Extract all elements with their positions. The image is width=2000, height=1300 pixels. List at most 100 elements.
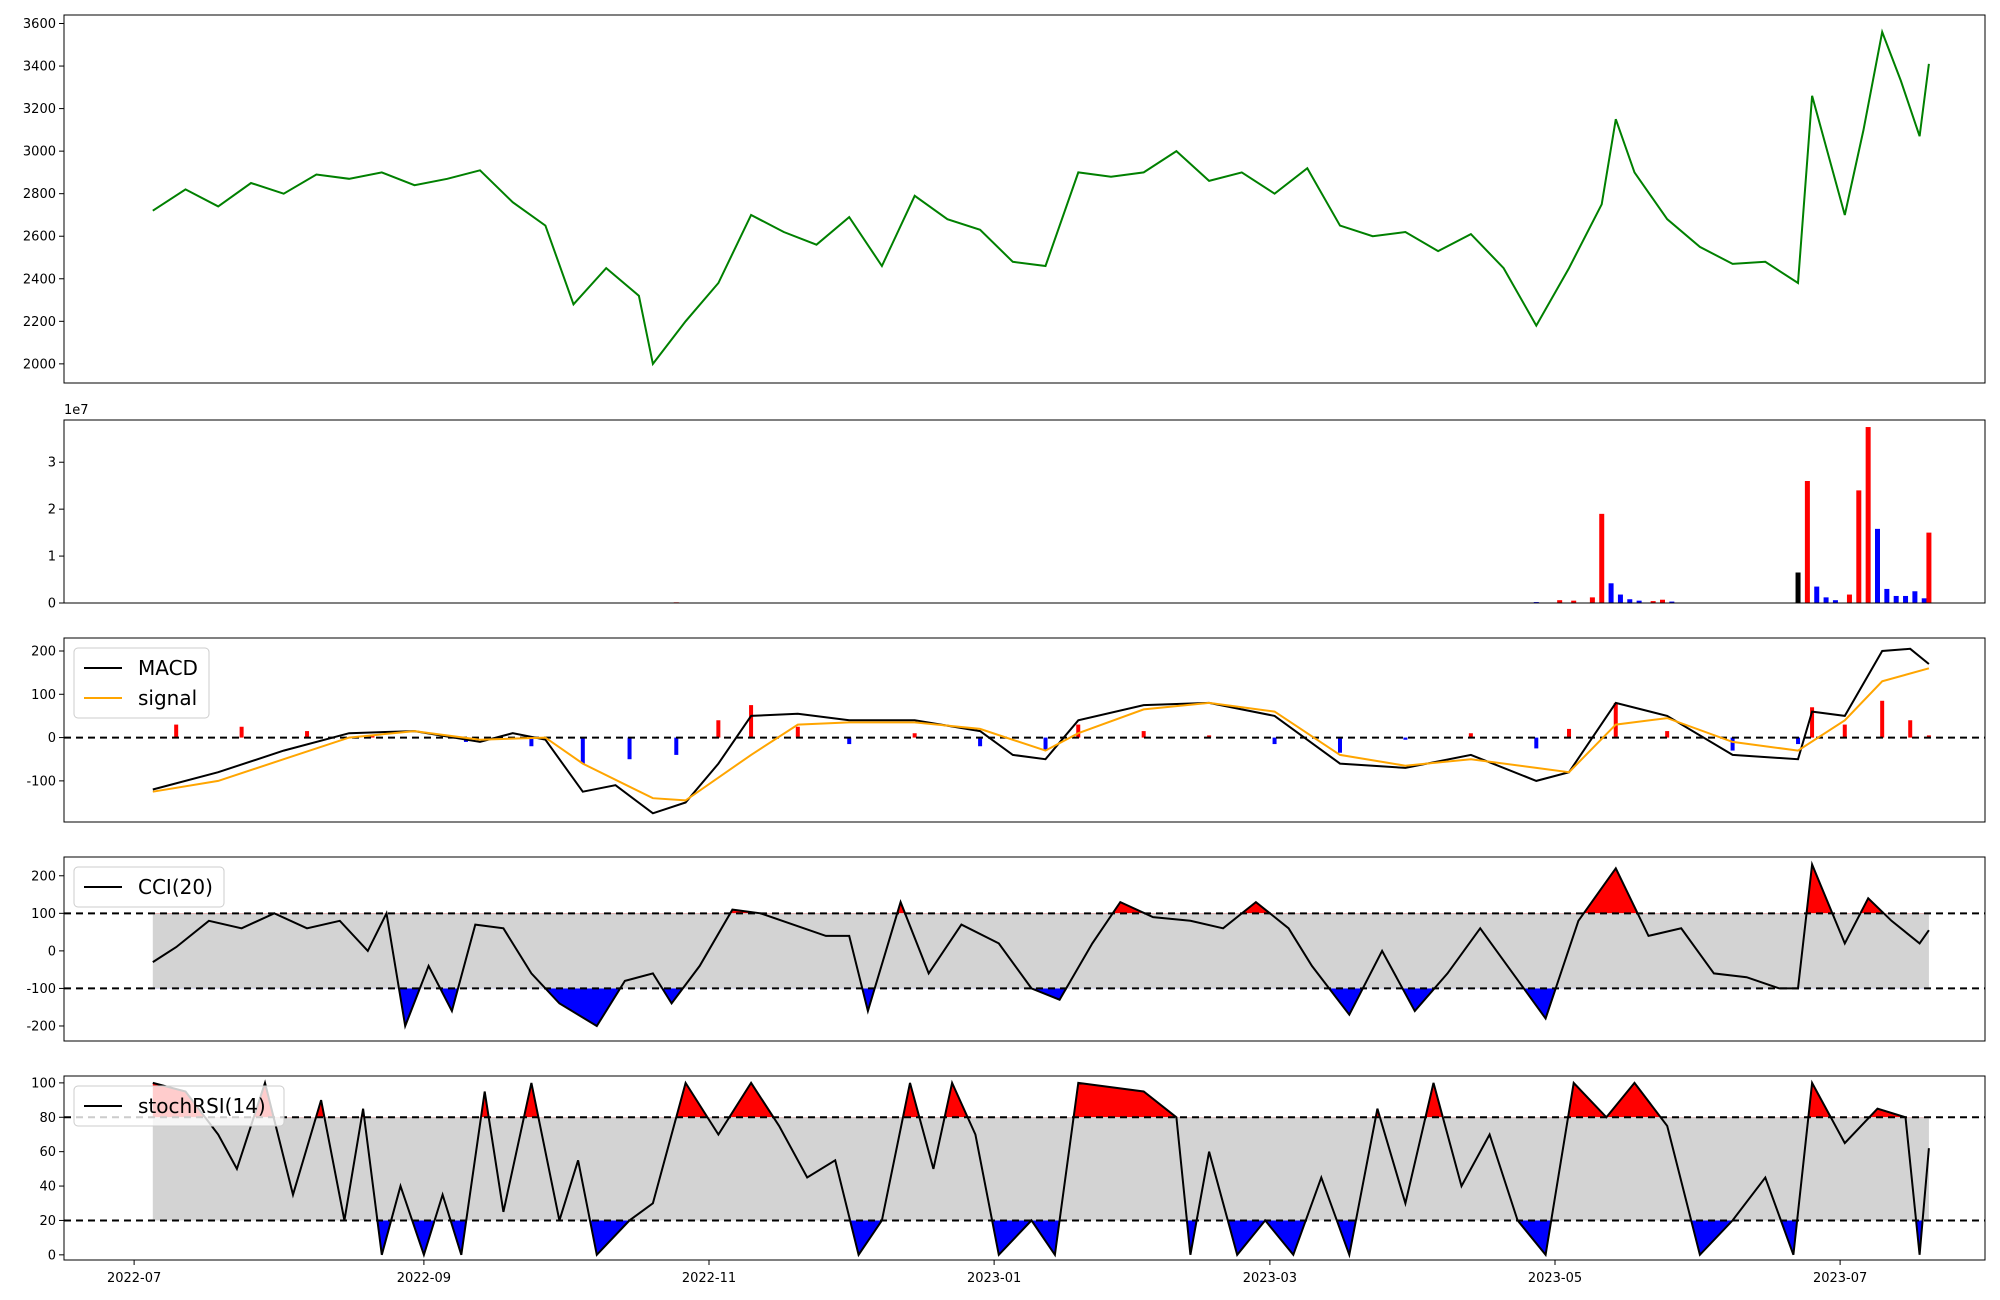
price-ytick-label: 3600 — [23, 17, 56, 32]
macd-series-signal — [152, 667, 1930, 802]
macd-histogram-bar — [1665, 731, 1670, 738]
macd-plot-area — [64, 647, 1985, 815]
stochrsi-frame — [63, 1075, 1986, 1261]
macd-histogram-bar — [795, 726, 800, 738]
cci-panel: -200 -100 0 100 200 CCI(20) — [26, 856, 1986, 1042]
macd-histogram-bar — [749, 705, 754, 738]
cci-ytick-label: 200 — [31, 869, 56, 884]
price-frame — [63, 14, 1986, 384]
stochrsi-oversold-area — [377, 1220, 1923, 1255]
macd-histogram-bar — [1730, 737, 1735, 751]
price-plot-area — [152, 28, 1930, 367]
macd-ytick-label: 100 — [31, 688, 56, 703]
price-ytick-label: 2400 — [23, 272, 56, 287]
macd-histogram-bar — [978, 737, 983, 747]
stochrsi-ytick-label: 60 — [39, 1145, 56, 1160]
volume-bar — [1627, 599, 1633, 603]
price-ytick-label: 3000 — [23, 145, 56, 160]
price-ytick-label: 3200 — [23, 102, 56, 117]
cci-plot-area — [64, 860, 1985, 1030]
stochrsi-ytick-label: 20 — [39, 1214, 56, 1229]
stochrsi-line — [152, 1079, 1930, 1259]
volume-bar — [1804, 481, 1810, 603]
price-ytick-label: 2600 — [23, 230, 56, 245]
macd-ytick-label: 200 — [31, 644, 56, 659]
volume-bar — [1608, 583, 1614, 603]
stochrsi-legend: stochRSI(14) — [73, 1085, 285, 1127]
volume-frame — [63, 419, 1986, 604]
volume-offset-label: 1e7 — [64, 403, 89, 418]
volume-bar — [1814, 586, 1820, 603]
stochrsi-ytick-label: 40 — [39, 1180, 56, 1195]
stochrsi-legend-box — [73, 1085, 285, 1127]
volume-bar — [1926, 532, 1932, 603]
xtick-label: 2022-07 — [107, 1271, 161, 1286]
volume-bar — [1903, 595, 1909, 603]
volume-bar — [1650, 601, 1656, 603]
xtick-label: 2023-03 — [1243, 1271, 1297, 1286]
cci-legend: CCI(20) — [73, 866, 225, 908]
macd-histogram-bar — [1534, 737, 1539, 749]
macd-series-macd — [152, 647, 1930, 815]
volume-bar — [1832, 600, 1838, 603]
macd-histogram-bar — [1908, 720, 1913, 738]
volume-plot-area — [627, 427, 1932, 603]
macd-histogram-bar — [305, 731, 310, 738]
volume-bar — [1669, 601, 1675, 603]
macd-ytick-label: 0 — [48, 731, 56, 746]
macd-histogram-bar — [1403, 737, 1408, 740]
volume-bar — [1659, 599, 1665, 603]
volume-bar — [1795, 572, 1801, 603]
volume-bar — [1823, 597, 1829, 603]
volume-panel: 0 1 2 3 1e7 — [48, 403, 1986, 612]
volume-ytick-label: 3 — [48, 456, 56, 471]
xtick-label: 2023-01 — [967, 1271, 1021, 1286]
cci-ytick-label: -100 — [26, 982, 56, 997]
macd-histogram-bar — [239, 726, 244, 738]
macd-histogram-bar — [1207, 735, 1212, 738]
volume-ytick-label: 1 — [48, 550, 56, 565]
price-ytick-label: 2200 — [23, 315, 56, 330]
cci-line — [152, 860, 1930, 1030]
xtick-label: 2023-05 — [1528, 1271, 1582, 1286]
stochrsi-band — [152, 1117, 1929, 1221]
cci-band — [152, 913, 1929, 989]
macd-histogram-bar — [716, 720, 721, 738]
macd-histogram-bar — [529, 737, 534, 747]
macd-legend-label: signal — [138, 686, 197, 710]
stochrsi-legend-label: stochRSI(14) — [138, 1094, 266, 1118]
stochrsi-ytick-label: 80 — [39, 1111, 56, 1126]
cci-ytick-label: -200 — [26, 1019, 56, 1034]
cci-legend-box — [73, 866, 225, 908]
volume-bar — [1865, 427, 1871, 603]
macd-histogram-bar — [1796, 737, 1801, 745]
volume-ytick-label: 2 — [48, 503, 56, 518]
price-ytick-label: 2000 — [23, 357, 56, 372]
macd-histogram-bar — [847, 737, 852, 745]
macd-panel: -100 0 100 200 MACD signal — [26, 637, 1986, 823]
cci-frame — [63, 856, 1986, 1042]
volume-bar — [1846, 594, 1852, 603]
stochrsi-oversold-fill — [377, 1220, 1923, 1255]
macd-legend: MACD signal — [73, 647, 210, 719]
cci-ytick-label: 0 — [48, 944, 56, 959]
volume-bar — [1856, 490, 1862, 603]
macd-histogram-bar — [1842, 724, 1847, 738]
macd-histogram-bar — [370, 735, 375, 738]
macd-legend-box — [73, 647, 210, 719]
price-ytick-label: 3400 — [23, 60, 56, 75]
xtick-label: 2022-09 — [397, 1271, 451, 1286]
macd-ytick-label: -100 — [26, 774, 56, 789]
macd-histogram-bar — [1468, 733, 1473, 738]
volume-bar — [1921, 598, 1927, 603]
macd-histogram-bar — [674, 737, 679, 755]
price-ytick-label: 2800 — [23, 187, 56, 202]
macd-histogram-bar — [1141, 731, 1146, 738]
macd-histogram-bar — [1880, 700, 1885, 738]
macd-histogram-bar — [1810, 707, 1815, 738]
macd-histogram-bar — [174, 724, 179, 738]
macd-histogram-bar — [1272, 737, 1277, 745]
volume-bar — [1874, 528, 1880, 603]
volume-bar — [1571, 600, 1577, 603]
macd-frame — [63, 637, 1986, 823]
